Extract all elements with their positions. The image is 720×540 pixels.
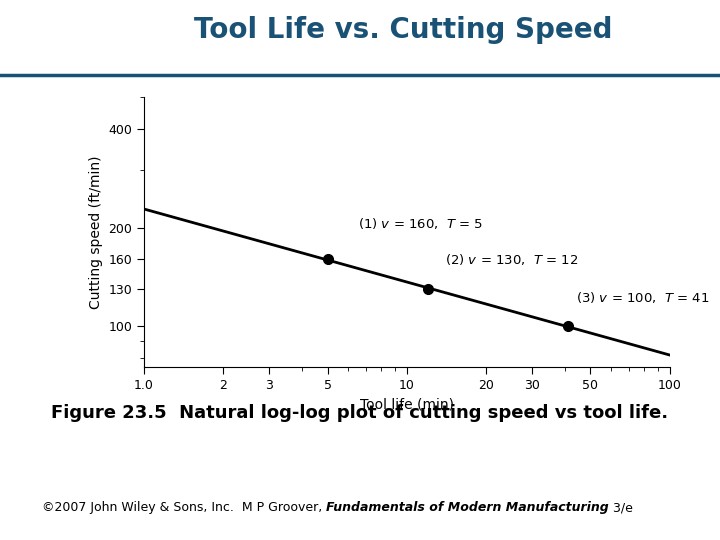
Text: (1) $v$ = 160,  $T$ = 5: (1) $v$ = 160, $T$ = 5 xyxy=(358,216,483,231)
Text: (3) $v$ = 100,  $T$ = 41: (3) $v$ = 100, $T$ = 41 xyxy=(576,290,709,305)
Text: ©2007 John Wiley & Sons, Inc.  M P Groover,: ©2007 John Wiley & Sons, Inc. M P Groove… xyxy=(42,501,326,514)
Text: 3/e: 3/e xyxy=(609,501,633,514)
Text: Fundamentals of Modern Manufacturing: Fundamentals of Modern Manufacturing xyxy=(326,501,609,514)
Text: (2) $v$ = 130,  $T$ = 12: (2) $v$ = 130, $T$ = 12 xyxy=(445,252,579,267)
X-axis label: Tool life (min): Tool life (min) xyxy=(360,397,454,411)
Text: Figure 23.5  Natural log‑log plot of cutting speed vs tool life.: Figure 23.5 Natural log‑log plot of cutt… xyxy=(51,403,669,422)
Text: Tool Life vs. Cutting Speed: Tool Life vs. Cutting Speed xyxy=(194,16,613,44)
Y-axis label: Cutting speed (ft/min): Cutting speed (ft/min) xyxy=(89,156,103,309)
